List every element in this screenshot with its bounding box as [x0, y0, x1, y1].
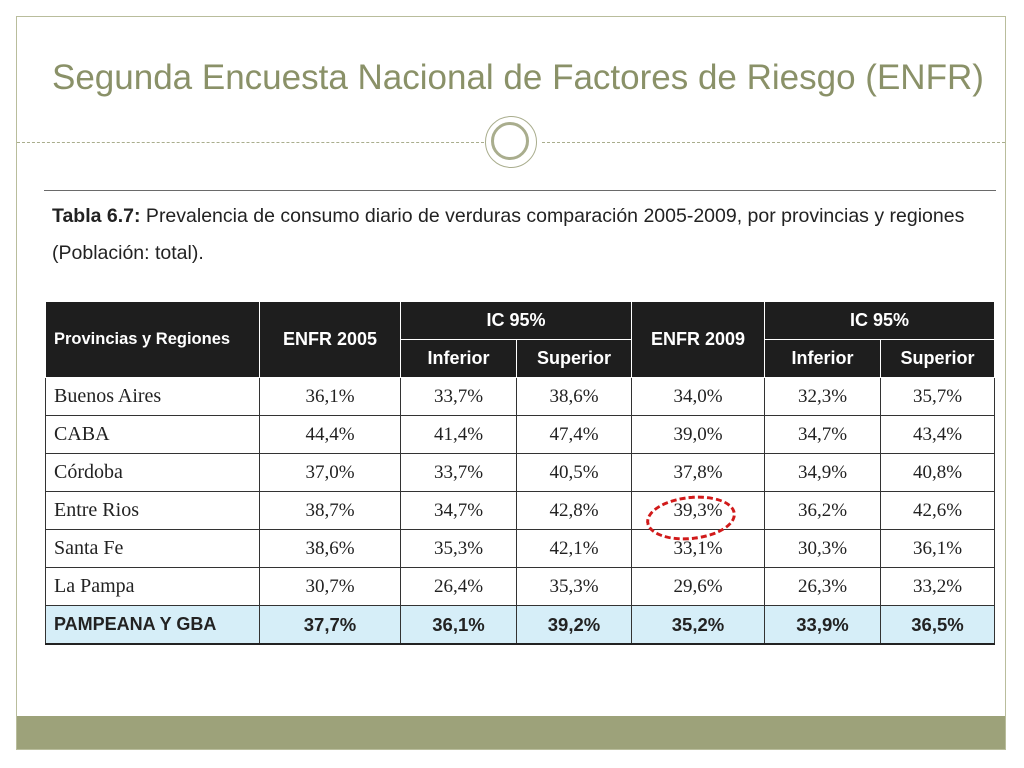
- cell-enfr2009: 37,8%: [631, 453, 765, 492]
- cell-inferior-2009: 34,9%: [764, 453, 881, 492]
- cell-superior-2005: 38,6%: [516, 377, 632, 416]
- title-divider-left: [17, 142, 484, 143]
- row-name: CABA: [45, 415, 260, 454]
- cell-enfr2009: 34,0%: [631, 377, 765, 416]
- footer-band: [17, 716, 1005, 749]
- row-name: Santa Fe: [45, 529, 260, 568]
- caption-text: Prevalencia de consumo diario de verdura…: [52, 205, 965, 264]
- table-row: Córdoba 37,0% 33,7% 40,5% 37,8% 34,9% 40…: [45, 453, 995, 492]
- total-enfr2005: 37,7%: [259, 605, 401, 645]
- cell-enfr2005: 36,1%: [259, 377, 401, 416]
- header-region: Provincias y Regiones: [45, 301, 260, 378]
- table-row: Santa Fe 38,6% 35,3% 42,1% 33,1% 30,3% 3…: [45, 529, 995, 568]
- cell-enfr2005: 44,4%: [259, 415, 401, 454]
- cell-superior-2005: 35,3%: [516, 567, 632, 606]
- cell-inferior-2005: 41,4%: [400, 415, 517, 454]
- total-superior-2005: 39,2%: [516, 605, 632, 645]
- table-row: La Pampa 30,7% 26,4% 35,3% 29,6% 26,3% 3…: [45, 567, 995, 606]
- cell-inferior-2005: 34,7%: [400, 491, 517, 530]
- header-superior-2009: Superior: [880, 339, 995, 378]
- cell-superior-2009: 35,7%: [880, 377, 995, 416]
- cell-superior-2005: 47,4%: [516, 415, 632, 454]
- header-inferior-2005: Inferior: [400, 339, 517, 378]
- caption-rule: [44, 190, 996, 191]
- cell-superior-2009: 43,4%: [880, 415, 995, 454]
- cell-inferior-2009: 26,3%: [764, 567, 881, 606]
- cell-inferior-2005: 33,7%: [400, 377, 517, 416]
- cell-inferior-2005: 26,4%: [400, 567, 517, 606]
- total-row-name: PAMPEANA Y GBA: [45, 605, 260, 645]
- cell-superior-2005: 42,1%: [516, 529, 632, 568]
- row-name: Entre Rios: [45, 491, 260, 530]
- total-inferior-2009: 33,9%: [764, 605, 881, 645]
- cell-enfr2009: 29,6%: [631, 567, 765, 606]
- slide-title: Segunda Encuesta Nacional de Factores de…: [52, 58, 984, 97]
- table-total-row: PAMPEANA Y GBA 37,7% 36,1% 39,2% 35,2% 3…: [45, 605, 995, 645]
- circle-ornament-icon: [485, 116, 537, 168]
- cell-superior-2005: 40,5%: [516, 453, 632, 492]
- table-row: Entre Rios 38,7% 34,7% 42,8% 39,3% 36,2%…: [45, 491, 995, 530]
- caption-label: Tabla 6.7:: [52, 205, 141, 227]
- table-row: Buenos Aires 36,1% 33,7% 38,6% 34,0% 32,…: [45, 377, 995, 416]
- cell-inferior-2009: 36,2%: [764, 491, 881, 530]
- cell-superior-2009: 36,1%: [880, 529, 995, 568]
- cell-inferior-2005: 35,3%: [400, 529, 517, 568]
- cell-inferior-2009: 30,3%: [764, 529, 881, 568]
- data-table: Provincias y Regiones ENFR 2005 IC 95% E…: [45, 301, 995, 645]
- total-superior-2009: 36,5%: [880, 605, 995, 645]
- cell-enfr2005: 30,7%: [259, 567, 401, 606]
- header-inferior-2009: Inferior: [764, 339, 881, 378]
- cell-inferior-2005: 33,7%: [400, 453, 517, 492]
- table-caption: Tabla 6.7: Prevalencia de consumo diario…: [52, 198, 982, 272]
- cell-superior-2009: 33,2%: [880, 567, 995, 606]
- cell-superior-2009: 42,6%: [880, 491, 995, 530]
- header-enfr2005: ENFR 2005: [259, 301, 401, 378]
- cell-enfr2005: 37,0%: [259, 453, 401, 492]
- row-name: Córdoba: [45, 453, 260, 492]
- table-row: CABA 44,4% 41,4% 47,4% 39,0% 34,7% 43,4%: [45, 415, 995, 454]
- cell-superior-2005: 42,8%: [516, 491, 632, 530]
- cell-inferior-2009: 34,7%: [764, 415, 881, 454]
- cell-superior-2009: 40,8%: [880, 453, 995, 492]
- cell-enfr2009: 39,0%: [631, 415, 765, 454]
- row-name: La Pampa: [45, 567, 260, 606]
- header-ic95-2009: IC 95%: [764, 301, 995, 340]
- row-name: Buenos Aires: [45, 377, 260, 416]
- header-superior-2005: Superior: [516, 339, 632, 378]
- header-ic95-2005: IC 95%: [400, 301, 632, 340]
- title-divider-right: [542, 142, 1005, 143]
- cell-enfr2005: 38,6%: [259, 529, 401, 568]
- total-enfr2009: 35,2%: [631, 605, 765, 645]
- header-enfr2009: ENFR 2009: [631, 301, 765, 378]
- total-inferior-2005: 36,1%: [400, 605, 517, 645]
- cell-enfr2005: 38,7%: [259, 491, 401, 530]
- cell-inferior-2009: 32,3%: [764, 377, 881, 416]
